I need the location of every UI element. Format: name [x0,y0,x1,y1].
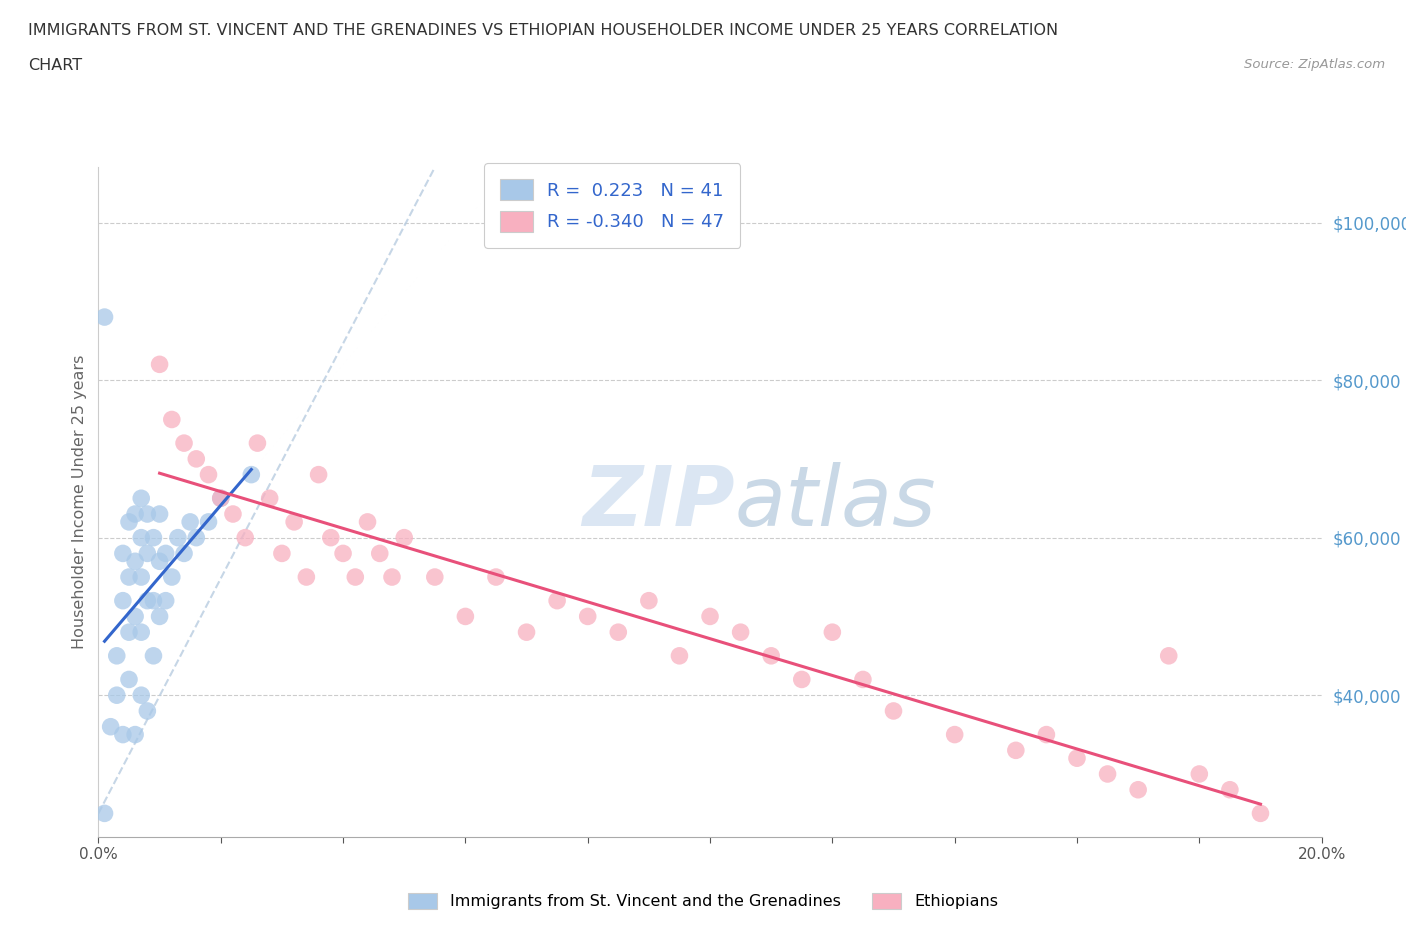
Point [392,530,416,545]
Point [1157,648,1180,663]
Point [105,648,128,663]
Point [356,514,378,529]
Point [283,514,305,529]
Point [160,412,183,427]
Legend: Immigrants from St. Vincent and the Grenadines, Ethiopians: Immigrants from St. Vincent and the Gren… [401,884,1005,917]
Point [142,593,165,608]
Point [129,688,152,703]
Point [93,806,115,821]
Point [308,467,330,482]
Point [167,530,190,545]
Point [1035,727,1057,742]
Point [546,593,568,608]
Point [516,625,538,640]
Point [124,554,146,569]
Point [186,451,208,466]
Point [186,530,208,545]
Text: IMMIGRANTS FROM ST. VINCENT AND THE GRENADINES VS ETHIOPIAN HOUSEHOLDER INCOME U: IMMIGRANTS FROM ST. VINCENT AND THE GREN… [28,23,1059,38]
Point [155,593,177,608]
Point [118,514,141,529]
Point [1219,782,1241,797]
Point [821,625,844,640]
Point [155,546,177,561]
Point [136,546,159,561]
Point [118,625,141,640]
Point [883,703,905,718]
Point [142,530,165,545]
Point [246,435,269,450]
Point [730,625,752,640]
Point [136,593,159,608]
Text: ZIP: ZIP [582,461,734,543]
Point [136,703,159,718]
Point [1097,766,1119,781]
Point [111,727,134,742]
Point [173,546,195,561]
Point [124,727,146,742]
Point [124,507,146,522]
Point [118,569,141,584]
Point [233,530,256,545]
Point [209,491,232,506]
Point [129,569,152,584]
Point [454,609,477,624]
Text: CHART: CHART [28,58,82,73]
Point [1066,751,1088,765]
Point [142,648,165,663]
Point [111,593,134,608]
Point [209,491,232,506]
Point [319,530,342,545]
Point [173,435,195,450]
Point [759,648,782,663]
Point [100,719,122,734]
Point [93,310,115,325]
Point [118,672,141,687]
Point [368,546,391,561]
Text: Source: ZipAtlas.com: Source: ZipAtlas.com [1244,58,1385,71]
Point [129,530,152,545]
Point [259,491,281,506]
Point [179,514,201,529]
Point [149,609,172,624]
Point [105,688,128,703]
Point [381,569,404,584]
Point [423,569,446,584]
Point [124,609,146,624]
Point [129,625,152,640]
Point [149,507,172,522]
Point [111,546,134,561]
Point [240,467,263,482]
Legend: R =  0.223   N = 41, R = -0.340   N = 47: R = 0.223 N = 41, R = -0.340 N = 47 [484,163,741,248]
Point [197,514,219,529]
Point [668,648,690,663]
Point [943,727,966,742]
Point [485,569,508,584]
Point [197,467,219,482]
Point [295,569,318,584]
Point [136,507,159,522]
Text: atlas: atlas [734,461,936,543]
Point [1004,743,1026,758]
Point [160,569,183,584]
Point [270,546,292,561]
Point [607,625,630,640]
Point [852,672,875,687]
Point [790,672,813,687]
Y-axis label: Householder Income Under 25 years: Householder Income Under 25 years [72,355,87,649]
Point [1188,766,1211,781]
Point [1128,782,1150,797]
Point [332,546,354,561]
Point [222,507,245,522]
Point [576,609,599,624]
Point [1249,806,1271,821]
Point [699,609,721,624]
Point [637,593,661,608]
Point [344,569,367,584]
Point [129,491,152,506]
Point [149,357,172,372]
Point [149,554,172,569]
